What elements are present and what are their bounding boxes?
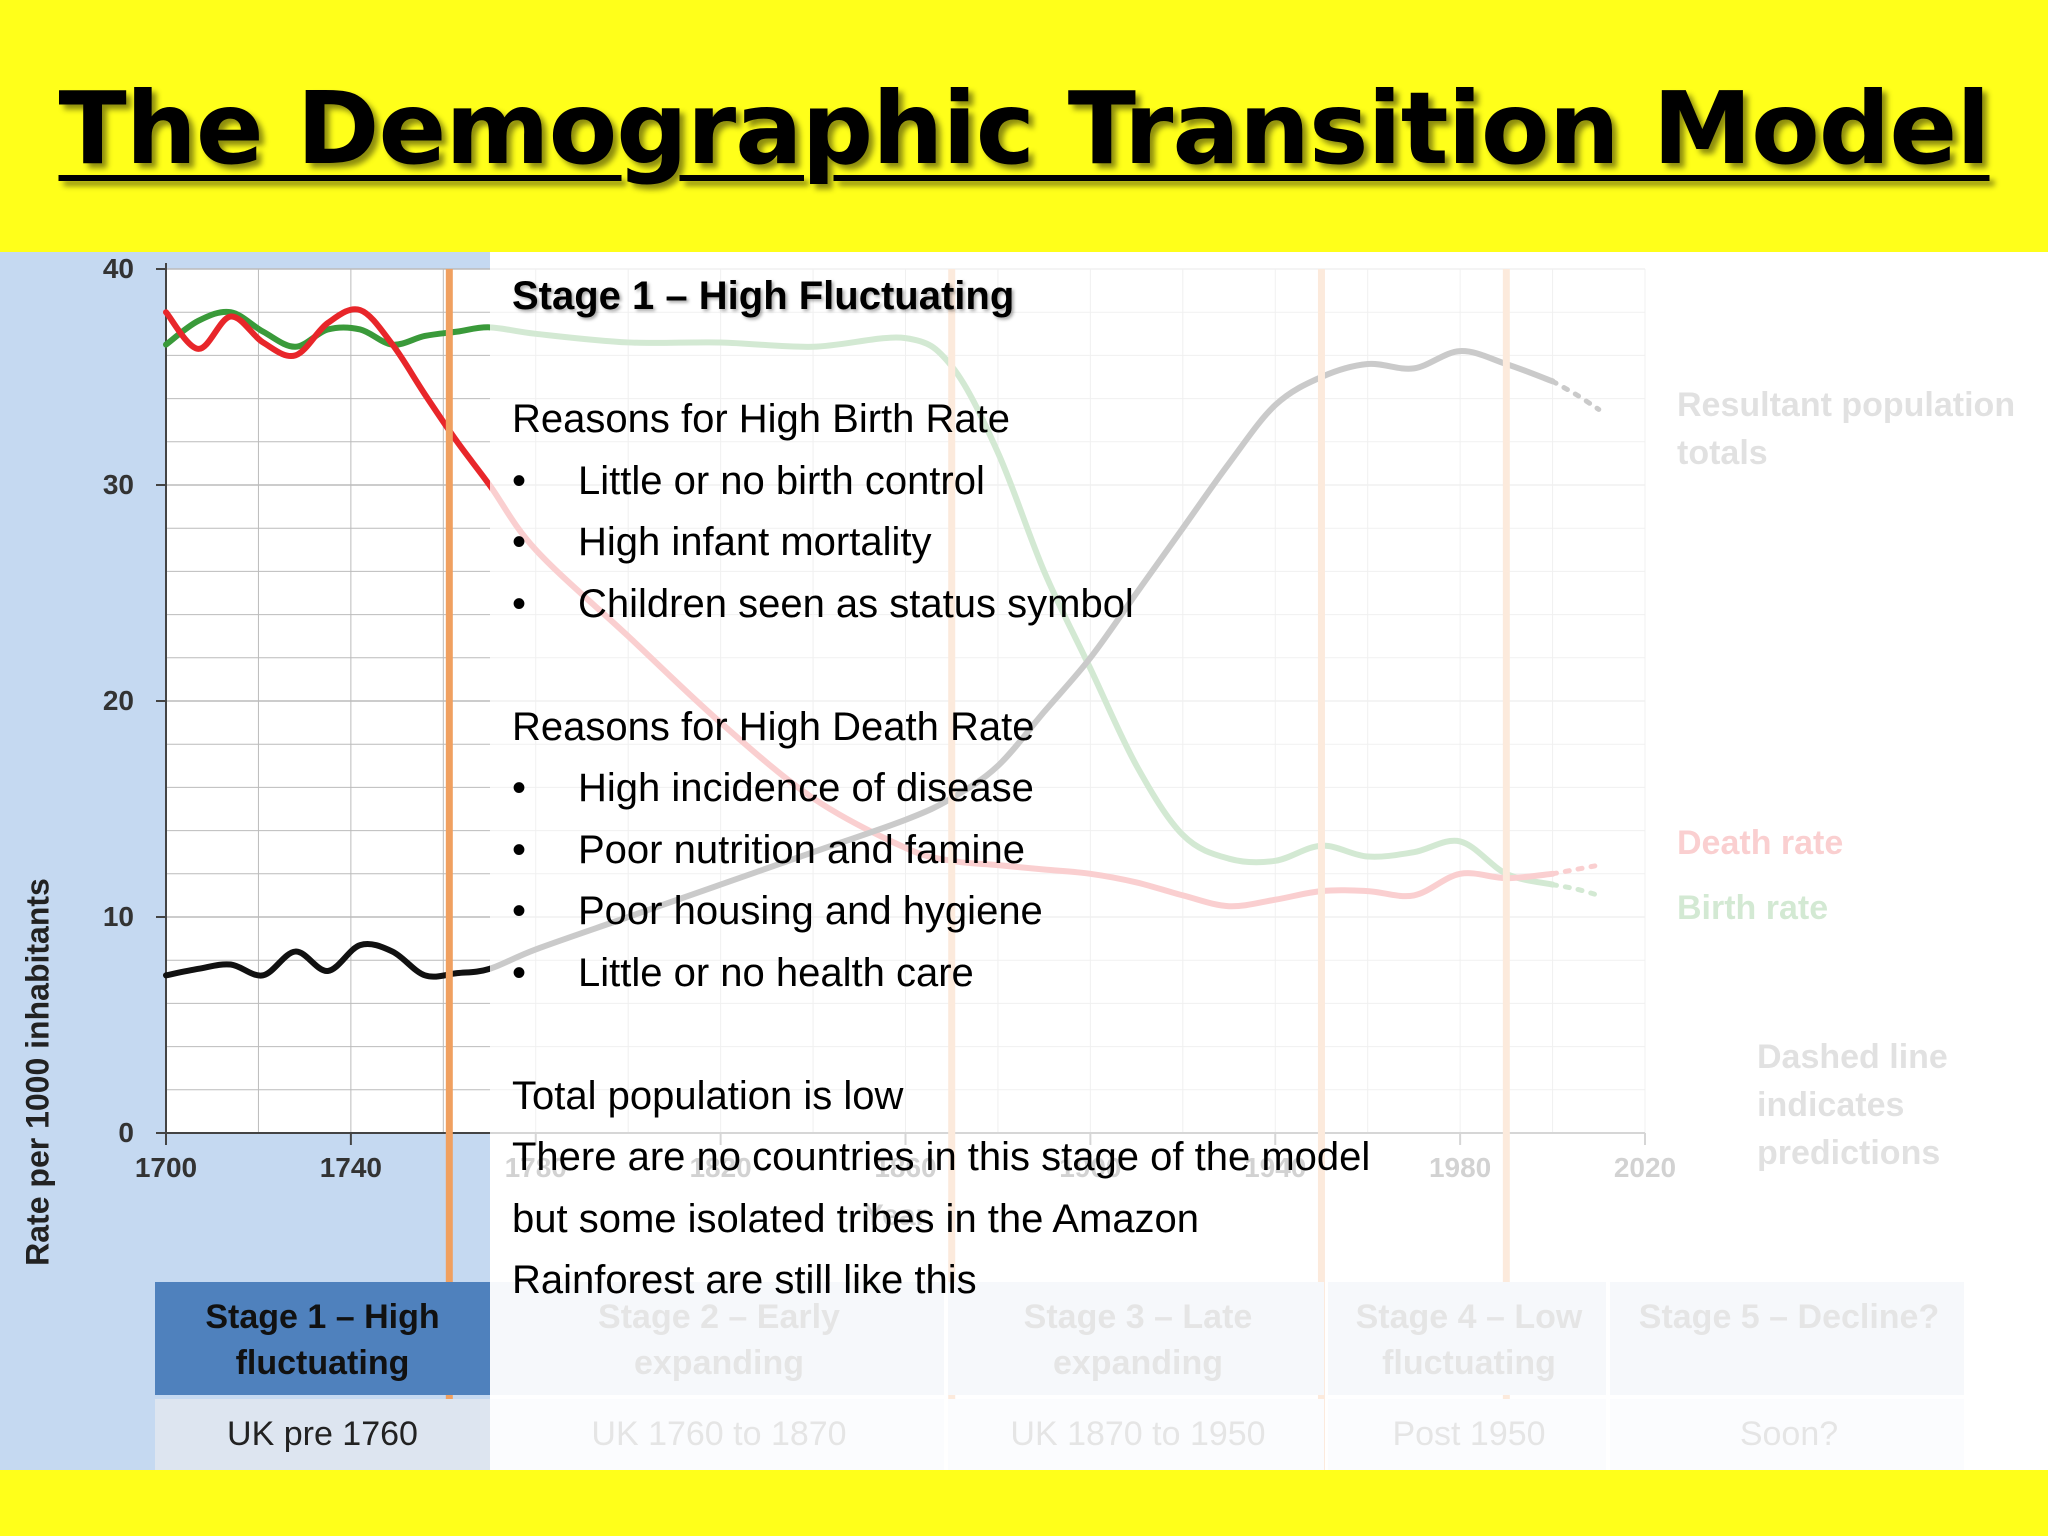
stage-heading: Stage 1 – High Fluctuating [512, 274, 1015, 318]
population-line: Total population is low [512, 1073, 904, 1118]
y-tick-label: 30 [103, 469, 134, 500]
death-reason: Poor housing and hygiene [512, 881, 1372, 943]
text-panel: Stage 1 – High Fluctuating Reasons for H… [512, 266, 1372, 1312]
birth-reason: Children seen as status symbol [512, 574, 1372, 636]
y-axis-title: Rate per 1000 inhabitants [19, 878, 56, 1266]
birth-reasons-list: Little or no birth control High infant m… [512, 451, 1372, 636]
death-reason: Little or no health care [512, 943, 1372, 1005]
stage-header-label: Stage 1 – High [205, 1298, 439, 1336]
countries-text: There are no countries in this stage of … [512, 1135, 1371, 1302]
death-rate-heading: Reasons for High Death Rate [512, 704, 1035, 749]
death-reason: High incidence of disease [512, 758, 1372, 820]
chart-area: 0102030401700174017801820186019001940198… [0, 252, 2048, 1470]
birth-reason: High infant mortality [512, 512, 1372, 574]
stage-example-label: UK pre 1760 [227, 1415, 418, 1453]
birth-rate-heading: Reasons for High Birth Rate [512, 397, 1011, 441]
y-tick-label: 40 [103, 253, 134, 284]
death-reasons-list: High incidence of disease Poor nutrition… [512, 758, 1372, 1004]
y-tick-label: 0 [118, 1117, 134, 1148]
stage-header-label: fluctuating [236, 1344, 410, 1382]
birth-reason: Little or no birth control [512, 451, 1372, 513]
spacer [512, 328, 1372, 390]
x-tick-label: 1740 [320, 1152, 382, 1183]
page-title: The Demographic Transition Model [58, 70, 1991, 187]
bottom-strip [0, 1470, 2048, 1536]
y-tick-label: 20 [103, 685, 134, 716]
stage-example-cell [155, 1399, 490, 1470]
death-reason: Poor nutrition and famine [512, 820, 1372, 882]
spacer [512, 635, 1372, 697]
stage-header-cell [155, 1282, 490, 1395]
y-tick-label: 10 [103, 901, 134, 932]
x-tick-label: 1700 [135, 1152, 197, 1183]
spacer [512, 1004, 1372, 1066]
title-bar: The Demographic Transition Model [0, 0, 2048, 252]
